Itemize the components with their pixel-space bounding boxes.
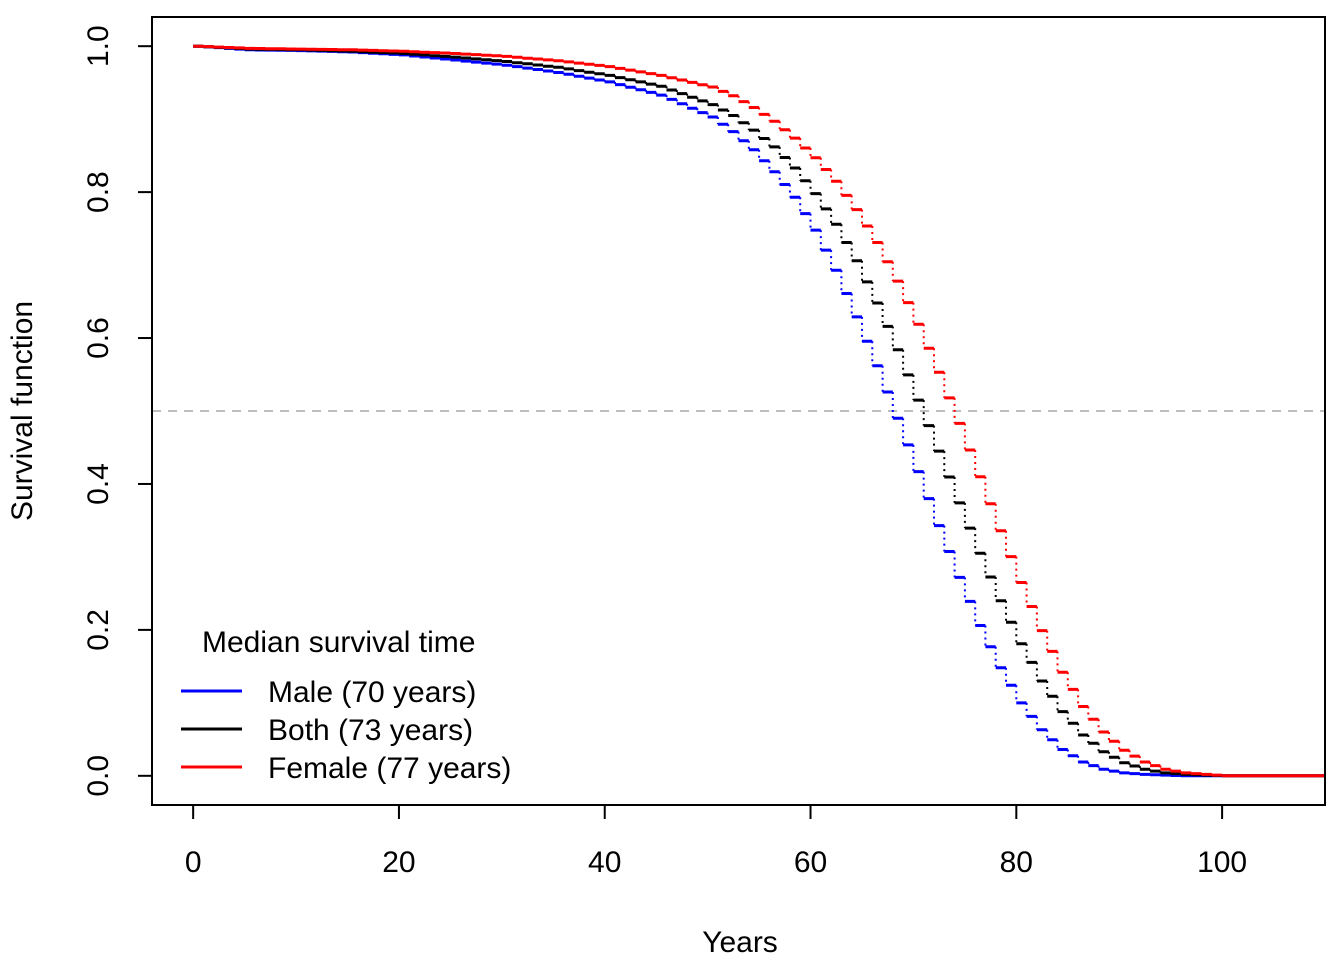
legend: Median survival time Male (70 years) Both…	[181, 626, 511, 785]
x-tick-label: 80	[1000, 846, 1033, 879]
series-line-steps	[193, 44, 1325, 778]
y-tick-label: 1.0	[82, 25, 115, 67]
y-tick-label: 0.2	[82, 609, 115, 651]
x-tick-label: 0	[185, 846, 202, 879]
legend-entry-label: Male (70 years)	[268, 676, 476, 709]
x-tick-label: 40	[588, 846, 621, 879]
y-axis: 0.0 0.2 0.4 0.6 0.8 1.0	[82, 25, 153, 797]
y-axis-title: Survival function	[6, 301, 39, 521]
x-axis-title: Years	[702, 926, 778, 959]
series-line-drops	[202, 46, 1224, 776]
x-tick-label: 60	[794, 846, 827, 879]
y-tick-label: 0.4	[82, 463, 115, 505]
legend-entry-label: Female (77 years)	[268, 752, 511, 785]
series-group	[193, 44, 1325, 778]
series-2	[193, 44, 1325, 778]
x-tick-label: 20	[382, 846, 415, 879]
x-tick-label: 100	[1197, 846, 1247, 879]
y-tick-label: 0.0	[82, 755, 115, 797]
y-tick-label: 0.6	[82, 317, 115, 359]
x-axis: 0 20 40 60 80 100	[185, 804, 1247, 879]
legend-title: Median survival time	[202, 626, 475, 659]
y-tick-label: 0.8	[82, 171, 115, 213]
legend-entry-label: Both (73 years)	[268, 714, 473, 747]
